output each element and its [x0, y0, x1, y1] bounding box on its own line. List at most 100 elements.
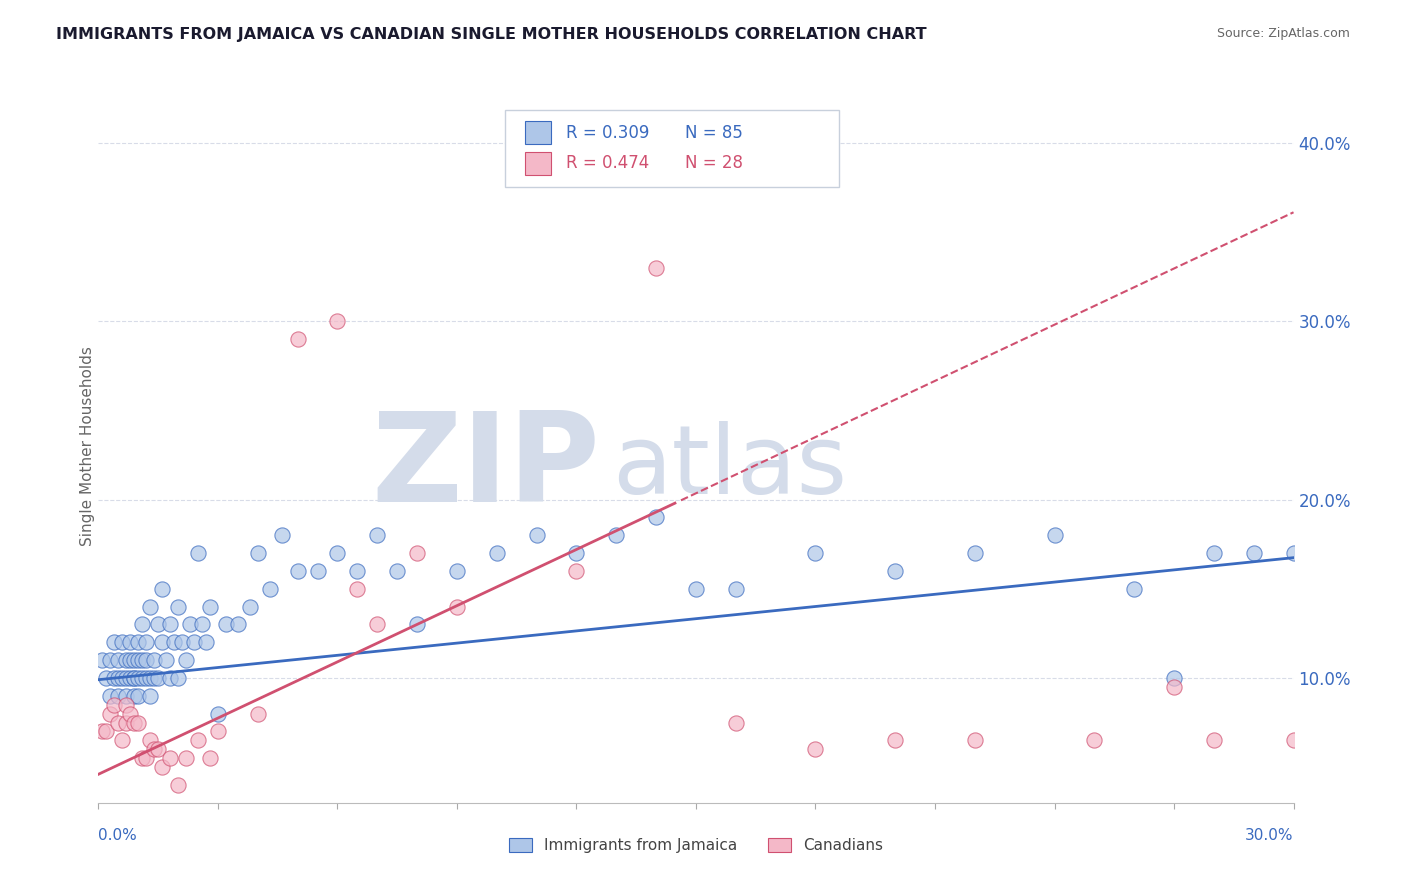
Bar — [524, 152, 551, 175]
Point — [884, 733, 907, 747]
Point — [163, 635, 186, 649]
Point — [124, 671, 146, 685]
Text: IMMIGRANTS FROM JAMAICA VS CANADIAN SINGLE MOTHER HOUSEHOLDS CORRELATION CHART: IMMIGRANTS FROM JAMAICA VS CANADIAN SING… — [56, 27, 927, 42]
Point — [366, 528, 388, 542]
Point — [115, 689, 138, 703]
Point — [884, 564, 907, 578]
Point — [259, 582, 281, 596]
Point — [98, 653, 122, 667]
Point — [150, 635, 173, 649]
Point — [135, 671, 157, 685]
Point — [685, 582, 707, 596]
Point — [1083, 733, 1105, 747]
Text: N = 85: N = 85 — [685, 124, 744, 142]
Point — [131, 671, 153, 685]
Point — [120, 671, 142, 685]
Point — [1282, 733, 1305, 747]
Point — [174, 751, 197, 765]
Point — [135, 653, 157, 667]
Point — [804, 546, 827, 560]
Point — [135, 751, 157, 765]
Point — [91, 724, 114, 739]
Point — [131, 653, 153, 667]
Point — [103, 635, 125, 649]
Point — [179, 617, 201, 632]
Point — [326, 314, 349, 328]
Point — [270, 528, 292, 542]
Point — [346, 582, 368, 596]
Text: R = 0.309: R = 0.309 — [565, 124, 650, 142]
Point — [346, 564, 368, 578]
Point — [103, 671, 125, 685]
Point — [195, 635, 218, 649]
Point — [287, 564, 309, 578]
Point — [187, 546, 209, 560]
Point — [198, 751, 221, 765]
Point — [120, 653, 142, 667]
Point — [406, 546, 429, 560]
Y-axis label: Single Mother Households: Single Mother Households — [80, 346, 94, 546]
Point — [207, 706, 229, 721]
Point — [115, 698, 138, 712]
Point — [124, 653, 146, 667]
Point — [159, 617, 181, 632]
Point — [96, 671, 118, 685]
FancyBboxPatch shape — [505, 110, 839, 187]
Point — [191, 617, 214, 632]
Point — [174, 653, 197, 667]
Point — [724, 582, 747, 596]
Point — [98, 706, 122, 721]
Point — [98, 689, 122, 703]
Point — [150, 582, 173, 596]
Point — [148, 617, 170, 632]
Point — [131, 617, 153, 632]
Text: ZIP: ZIP — [371, 407, 600, 528]
Point — [139, 733, 162, 747]
Point — [385, 564, 409, 578]
Point — [124, 689, 146, 703]
Point — [1202, 546, 1225, 560]
Text: 0.0%: 0.0% — [98, 828, 138, 843]
Point — [1282, 546, 1305, 560]
Point — [366, 617, 388, 632]
Point — [111, 733, 134, 747]
Point — [406, 617, 429, 632]
Text: N = 28: N = 28 — [685, 154, 744, 172]
Point — [446, 564, 468, 578]
Point — [120, 706, 142, 721]
Point — [246, 706, 269, 721]
Point — [326, 546, 349, 560]
Point — [139, 599, 162, 614]
Point — [207, 724, 229, 739]
Point — [963, 546, 986, 560]
Point — [143, 671, 166, 685]
Point — [246, 546, 269, 560]
Point — [1043, 528, 1066, 542]
Point — [124, 671, 146, 685]
Point — [172, 635, 194, 649]
Point — [307, 564, 329, 578]
Point — [111, 635, 134, 649]
Text: Source: ZipAtlas.com: Source: ZipAtlas.com — [1216, 27, 1350, 40]
Text: 30.0%: 30.0% — [1246, 828, 1294, 843]
Point — [127, 653, 149, 667]
Point — [1123, 582, 1146, 596]
Point — [1163, 671, 1185, 685]
Point — [107, 689, 129, 703]
Point — [135, 635, 157, 649]
Point — [107, 715, 129, 730]
Point — [526, 528, 548, 542]
Point — [1202, 733, 1225, 747]
Point — [565, 546, 588, 560]
Point — [115, 653, 138, 667]
Point — [131, 751, 153, 765]
Point — [215, 617, 238, 632]
Point — [159, 671, 181, 685]
Point — [167, 778, 190, 792]
Point — [167, 599, 190, 614]
Point — [120, 635, 142, 649]
Point — [107, 653, 129, 667]
Point — [645, 510, 668, 524]
Point — [804, 742, 827, 756]
Point — [239, 599, 262, 614]
